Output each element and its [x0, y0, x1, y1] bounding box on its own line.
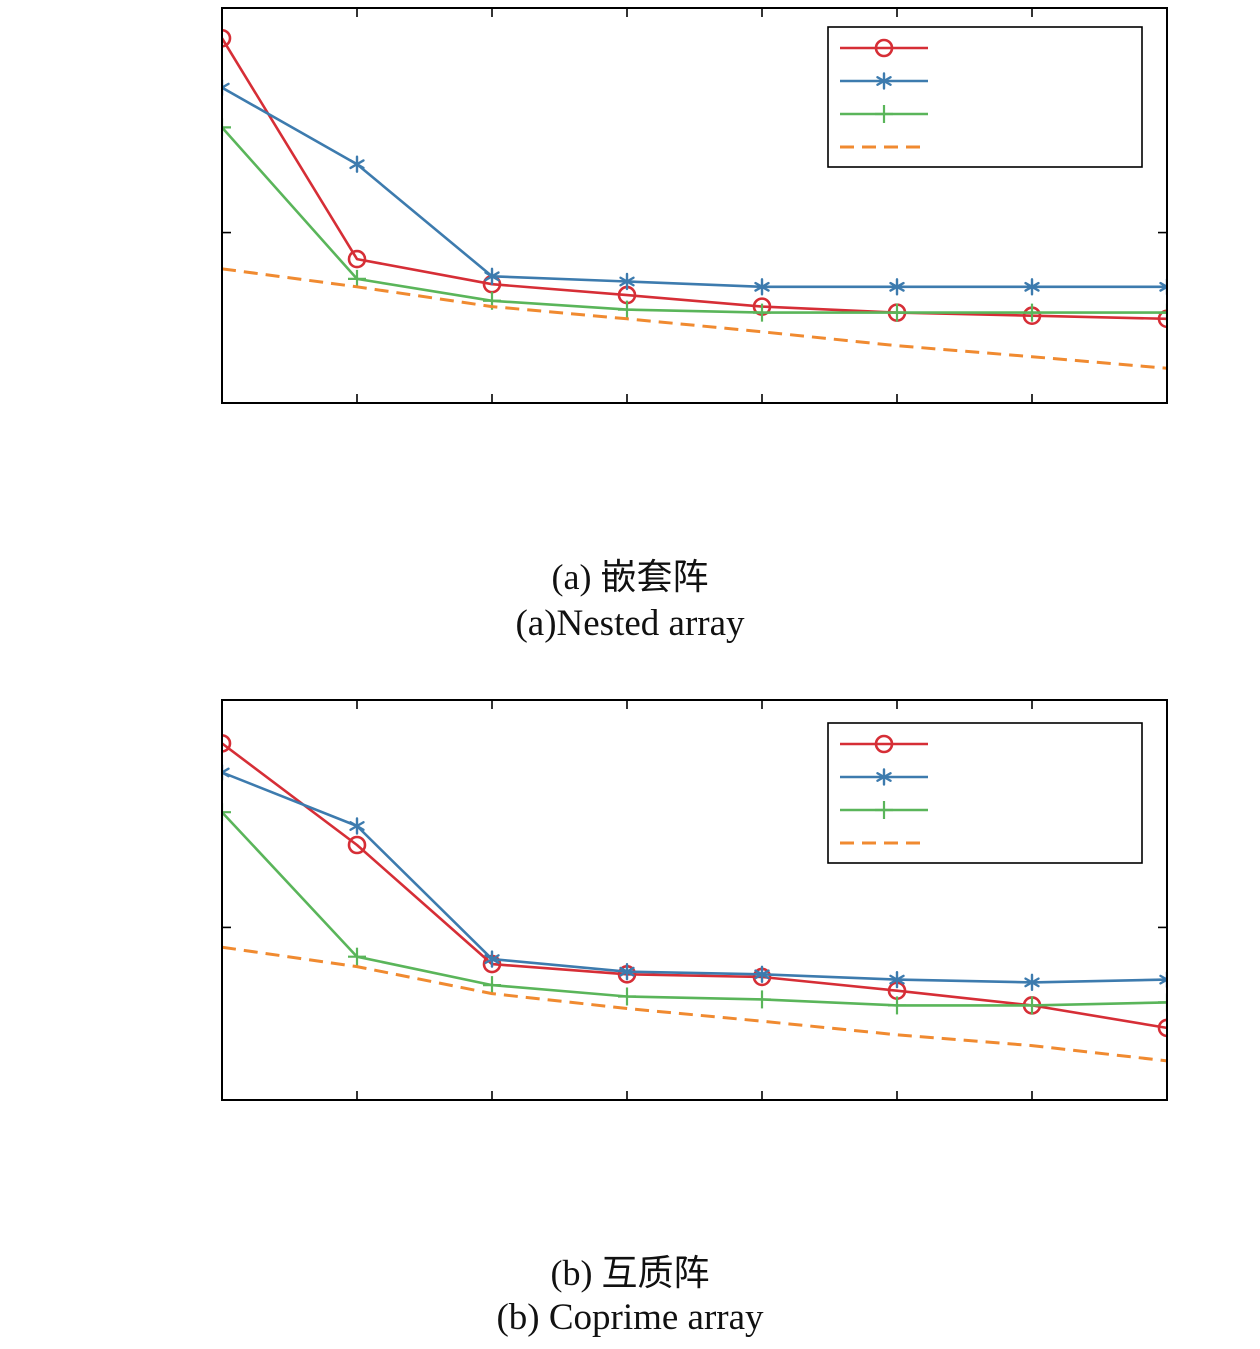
series-line-crb [222, 267, 1167, 370]
legend-marker-ob-music-stroke-2 [876, 76, 892, 86]
data-point-ob-music-4-stroke-2 [754, 969, 770, 980]
series-line-ob-admm [222, 37, 1167, 321]
data-point-ob-music-5 [889, 970, 905, 989]
data-point-unq-music-6 [1023, 303, 1041, 322]
data-point-ob-admm-7 [1157, 1018, 1167, 1038]
data-point-ob-admm-1 [347, 835, 367, 855]
data-point-unq-music-4 [753, 303, 771, 322]
caption-chinese: (b) 互质阵 [550, 1253, 710, 1293]
legend-item-ob-admm [840, 734, 928, 754]
data-point-ob-admm-1 [347, 249, 367, 269]
caption-english: (a)Nested array [515, 603, 745, 644]
data-point-unq-music-6 [1023, 996, 1041, 1015]
data-point-unq-music-1 [348, 947, 366, 966]
data-point-ob-music-6 [1024, 973, 1040, 992]
data-point-ob-admm-0 [222, 28, 232, 48]
chart-panel-nested: (a) 嵌套阵 (a)Nested array [0, 0, 1260, 660]
caption-english: (b) Coprime array [496, 1297, 764, 1338]
data-point-unq-music-7 [1158, 303, 1167, 322]
data-point-ob-music-0 [222, 78, 230, 97]
legend-marker-unq-music [875, 801, 893, 819]
data-point-unq-music-3 [618, 987, 636, 1006]
legend-item-ob-music [840, 768, 928, 786]
series-line-ob-music [222, 86, 1167, 289]
chart-panel-coprime: (b) 互质阵 (b) Coprime array [0, 670, 1260, 1349]
data-point-ob-music-0-stroke-1 [222, 86, 230, 93]
data-point-ob-music-3 [619, 272, 635, 291]
data-point-unq-music-0 [222, 118, 231, 137]
series-line-ob-music [222, 771, 1167, 984]
legend-item-ob-admm [840, 38, 928, 58]
plot-area [222, 734, 1167, 1063]
series-line-crb [222, 945, 1167, 1063]
data-point-ob-music-3-stroke-2 [619, 276, 635, 287]
data-point-ob-music-6-stroke-2 [1024, 977, 1040, 988]
data-point-unq-music-2 [483, 976, 501, 995]
legend-item-unq-music [840, 801, 928, 819]
data-point-ob-music-7-stroke-2 [1159, 978, 1167, 985]
legend-marker-ob-music [876, 768, 892, 786]
legend-item-unq-music [840, 105, 928, 123]
data-point-ob-music-4 [754, 965, 770, 984]
data-point-unq-music-5 [888, 996, 906, 1015]
mse-vs-snr-chart-coprime [221, 699, 1168, 1101]
data-point-ob-music-1 [349, 155, 365, 173]
data-point-ob-music-5 [889, 278, 905, 296]
data-point-ob-music-0-stroke-2 [222, 82, 230, 90]
data-point-ob-music-2-stroke-2 [484, 271, 500, 282]
axes-frame [221, 699, 1168, 1101]
data-point-ob-music-7-stroke-2 [1159, 285, 1167, 292]
series-line-unq-music [222, 811, 1167, 1007]
caption-chinese: (a) 嵌套阵 [551, 557, 709, 597]
data-point-ob-music-4 [754, 278, 770, 296]
legend [827, 722, 1143, 864]
data-point-unq-music-0 [222, 803, 231, 822]
plot-area [222, 28, 1167, 370]
legend-marker-unq-music [875, 105, 893, 123]
mse-vs-snr-chart-nested [221, 7, 1168, 404]
data-point-unq-music-1 [348, 269, 366, 288]
data-point-ob-music-6 [1024, 278, 1040, 296]
data-point-ob-admm-0 [222, 734, 232, 753]
legend-marker-ob-admm [874, 734, 894, 754]
data-point-ob-music-2 [484, 267, 500, 286]
data-point-unq-music-4 [753, 990, 771, 1009]
data-point-ob-music-7-stroke-1 [1159, 974, 1167, 982]
data-point-ob-music-1 [349, 817, 365, 835]
legend-marker-ob-music-stroke-2 [876, 772, 892, 782]
data-point-ob-music-3 [619, 963, 635, 981]
data-point-ob-music-1-stroke-2 [349, 821, 365, 831]
legend-box [827, 722, 1143, 864]
data-point-ob-music-1-stroke-2 [349, 159, 365, 170]
data-point-unq-music-5 [888, 303, 906, 322]
data-point-ob-music-0-stroke-2 [222, 767, 230, 774]
data-point-ob-music-5-stroke-2 [889, 281, 905, 292]
data-point-ob-music-7-stroke-1 [1159, 281, 1167, 289]
legend-marker-ob-music [876, 72, 892, 90]
data-point-unq-music-3 [618, 300, 636, 319]
data-point-ob-music-0 [222, 763, 230, 782]
data-point-ob-music-3-stroke-2 [619, 966, 635, 977]
legend-marker-ob-admm [874, 38, 894, 58]
axes-frame [221, 7, 1168, 404]
data-point-ob-admm-7 [1157, 309, 1167, 329]
data-point-ob-music-2 [484, 950, 500, 968]
data-point-ob-music-7 [1159, 970, 1167, 989]
data-point-ob-music-0-stroke-1 [222, 771, 230, 778]
data-point-ob-music-7 [1159, 278, 1167, 296]
data-point-ob-music-2-stroke-2 [484, 954, 500, 965]
legend-item-ob-music [840, 72, 928, 90]
series-line-ob-admm [222, 742, 1167, 1030]
legend-box [827, 26, 1143, 168]
legend [827, 26, 1143, 168]
data-point-unq-music-7 [1158, 993, 1167, 1012]
data-point-ob-music-6-stroke-2 [1024, 281, 1040, 292]
data-point-ob-music-5-stroke-2 [889, 974, 905, 985]
data-point-ob-music-4-stroke-2 [754, 281, 770, 292]
series-line-unq-music [222, 126, 1167, 314]
